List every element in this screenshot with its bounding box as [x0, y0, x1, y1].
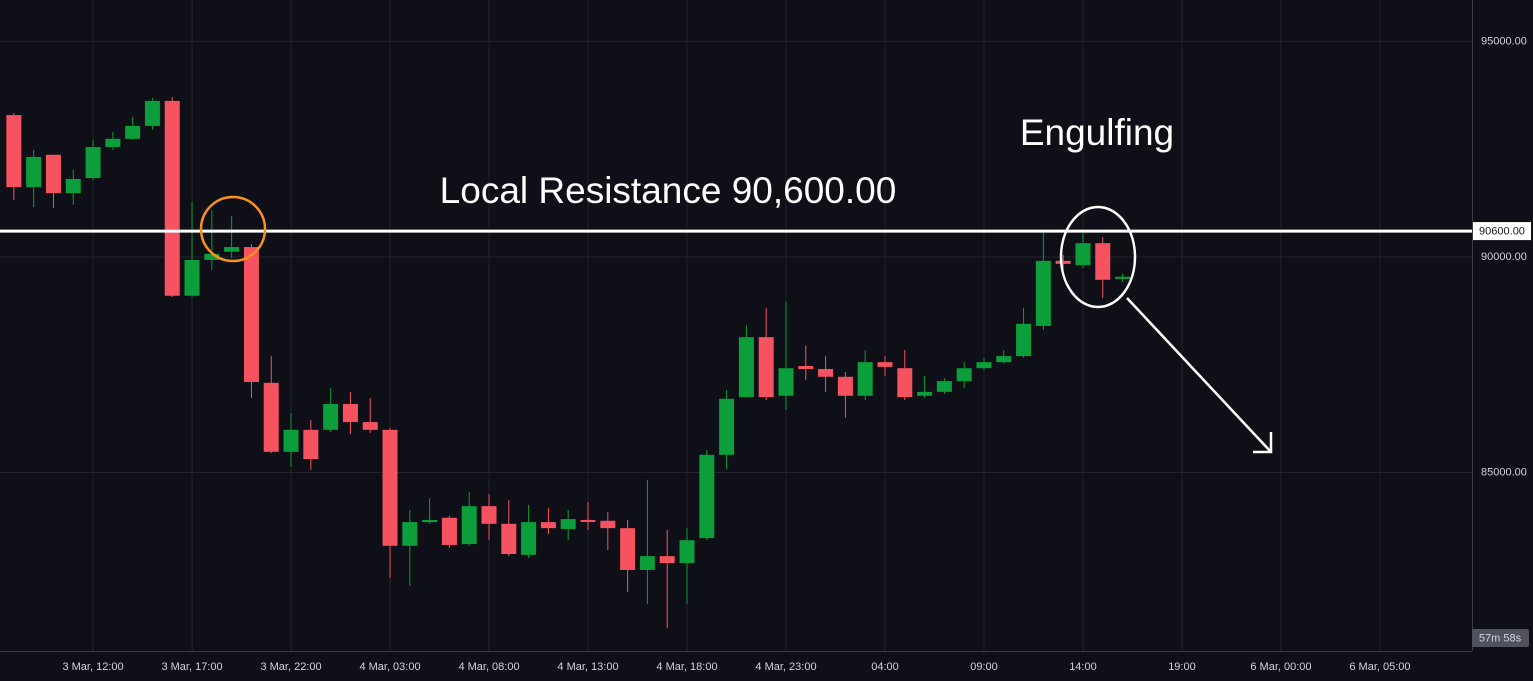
countdown-box — [1472, 629, 1529, 647]
candle-body — [26, 156, 42, 188]
candle-body — [501, 523, 517, 554]
candle-body — [778, 368, 794, 396]
price-tag — [1473, 222, 1531, 241]
candle-body — [1115, 276, 1131, 279]
candle-body — [877, 362, 893, 367]
candle-body — [1075, 243, 1091, 266]
candle-body — [540, 522, 556, 529]
candles — [6, 97, 1131, 629]
x-tick-label: 3 Mar, 17:00 — [161, 661, 222, 673]
candle-body — [461, 506, 477, 545]
highlight-circle — [199, 195, 267, 263]
candle-body — [1055, 260, 1071, 264]
x-tick-label: 6 Mar, 00:00 — [1250, 661, 1311, 673]
countdown: 57m 58s — [1479, 632, 1522, 644]
x-tick-label: 09:00 — [970, 661, 998, 673]
x-tick-label: 4 Mar, 08:00 — [458, 661, 519, 673]
price-tag-label: 90600.00 — [1479, 225, 1525, 237]
candle-body — [798, 366, 814, 370]
candle-body — [521, 522, 537, 555]
x-tick-label: 4 Mar, 18:00 — [656, 661, 717, 673]
candle-body — [956, 368, 972, 382]
candle-body — [560, 519, 576, 529]
candle-body — [1095, 243, 1111, 280]
candle-body — [164, 100, 180, 296]
candle-body — [45, 154, 61, 194]
candle-body — [144, 100, 160, 126]
annotation: Local Resistance 90,600.00 — [440, 170, 897, 211]
candle-body — [243, 247, 259, 382]
candle-body — [620, 528, 636, 570]
candle-body — [224, 247, 240, 252]
candle-body — [699, 454, 715, 539]
y-tick-label: 95000.00 — [1481, 35, 1527, 47]
candle-body — [639, 556, 655, 570]
arrow-head — [1253, 432, 1273, 454]
candle-body — [362, 422, 378, 430]
x-tick-label: 3 Mar, 22:00 — [260, 661, 321, 673]
x-tick-label: 3 Mar, 12:00 — [62, 661, 123, 673]
candle-body — [481, 506, 497, 524]
candle-body — [917, 391, 933, 396]
candle-body — [105, 138, 121, 148]
candle-body — [719, 398, 735, 455]
candle-body — [659, 556, 675, 564]
x-tick-label: 04:00 — [871, 661, 899, 673]
candle-body — [580, 519, 596, 522]
y-tick-label: 90000.00 — [1481, 251, 1527, 263]
candle-body — [936, 381, 952, 392]
x-tick-label: 14:00 — [1069, 661, 1097, 673]
candle-body — [422, 519, 438, 523]
candle-body — [600, 520, 616, 529]
candle-body — [184, 259, 200, 296]
y-tick-label: 85000.00 — [1481, 466, 1527, 478]
candle-body — [837, 376, 853, 396]
x-tick-label: 4 Mar, 03:00 — [359, 661, 420, 673]
candle-body — [1035, 260, 1051, 326]
candle-body — [679, 540, 695, 564]
candle-body — [283, 429, 299, 452]
arrow — [1126, 297, 1272, 453]
candle-body — [738, 337, 754, 398]
candle-body — [125, 125, 141, 139]
x-tick-label: 4 Mar, 23:00 — [755, 661, 816, 673]
candle-body — [85, 147, 101, 179]
candle-body — [758, 337, 774, 398]
candle-body — [996, 356, 1012, 363]
candle-body — [402, 522, 418, 546]
candle-body — [441, 517, 457, 545]
x-tick-label: 6 Mar, 05:00 — [1349, 661, 1410, 673]
candle-body — [342, 403, 358, 423]
annotation: Engulfing — [1020, 112, 1174, 153]
x-tick-label: 4 Mar, 13:00 — [557, 661, 618, 673]
candle-body — [65, 178, 81, 194]
candle-body — [303, 429, 319, 460]
highlight-ellipse — [1059, 205, 1137, 309]
candle-body — [382, 429, 398, 546]
candle-body — [263, 382, 279, 452]
candle-body — [857, 362, 873, 396]
candle-body — [1016, 323, 1032, 357]
candle-body — [6, 115, 22, 188]
candle-body — [897, 368, 913, 398]
x-tick-label: 19:00 — [1168, 661, 1196, 673]
candle-body — [323, 403, 339, 430]
candle-body — [976, 362, 992, 369]
candle-body — [204, 253, 220, 260]
overlay: Local Resistance 90,600.00 Engulfing 57m… — [0, 112, 1531, 647]
candle-body — [818, 369, 834, 377]
